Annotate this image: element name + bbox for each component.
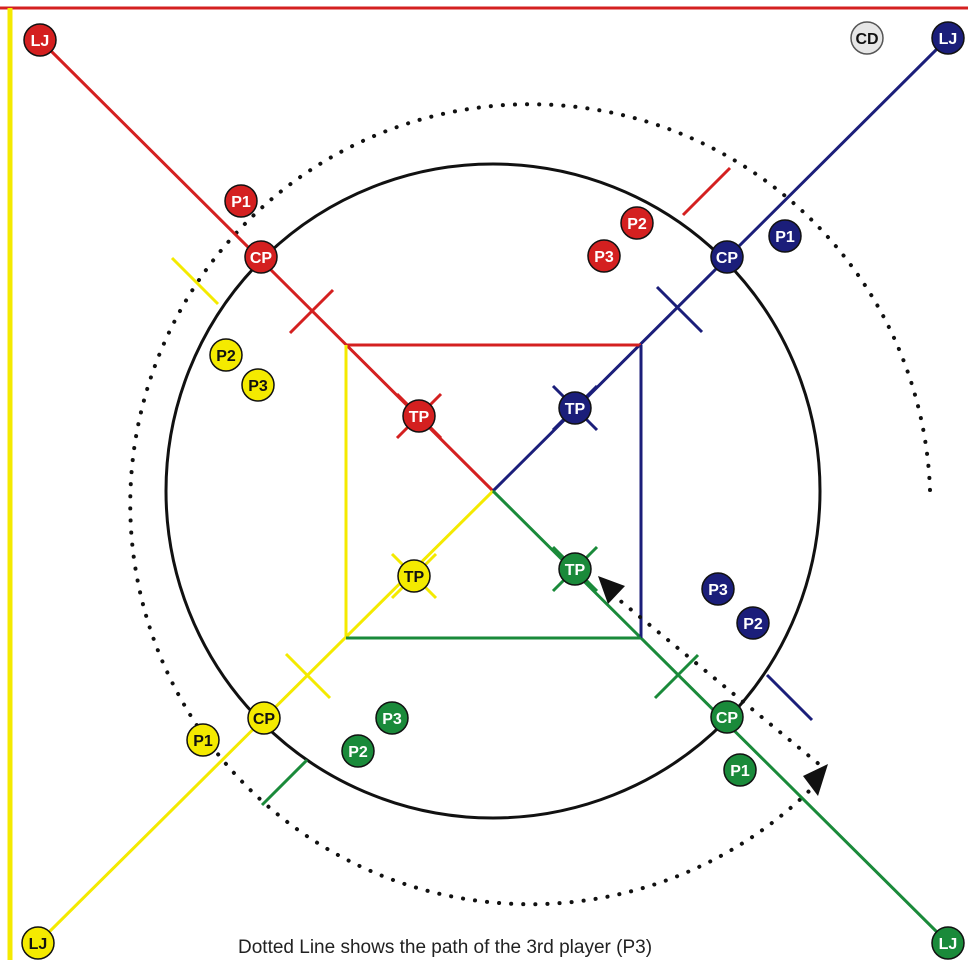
svg-text:CP: CP	[253, 711, 276, 728]
svg-text:TP: TP	[565, 401, 586, 418]
green-lj-token: LJ	[931, 926, 965, 960]
yellow-tp-token: TP	[397, 559, 431, 593]
navy-tick	[655, 285, 704, 334]
svg-text:P1: P1	[730, 763, 750, 780]
svg-text:P2: P2	[216, 348, 236, 365]
red-tick	[288, 288, 335, 335]
yellow-stub	[170, 256, 220, 306]
svg-text:P1: P1	[231, 194, 251, 211]
arrow-head-down-icon	[803, 764, 828, 796]
navy-tp-token: TP	[558, 391, 592, 425]
svg-text:CD: CD	[855, 31, 878, 48]
svg-text:P3: P3	[708, 582, 728, 599]
navy-p3-token: P3	[701, 572, 735, 606]
navy-p1-token: P1	[768, 219, 802, 253]
yellow-cp-token: CP	[247, 701, 281, 735]
yellow-p2-token: P2	[209, 338, 243, 372]
navy-p2-token: P2	[736, 606, 770, 640]
green-p2-token: P2	[341, 734, 375, 768]
svg-text:P3: P3	[594, 249, 614, 266]
svg-text:P2: P2	[348, 744, 368, 761]
red-cp-token: CP	[244, 240, 278, 274]
green-p1-token: P1	[723, 753, 757, 787]
svg-text:P1: P1	[775, 229, 795, 246]
main-circle	[164, 162, 822, 820]
red-tp-token: TP	[402, 399, 436, 433]
red-p1-token: P1	[224, 184, 258, 218]
svg-text:TP: TP	[565, 562, 586, 579]
svg-text:P3: P3	[248, 378, 268, 395]
red-p3-token: P3	[587, 239, 621, 273]
yellow-lj-token: LJ	[21, 926, 55, 960]
svg-text:CP: CP	[716, 250, 739, 267]
svg-text:P1: P1	[193, 733, 213, 750]
navy-lj-token: LJ	[931, 21, 965, 55]
yellow-p3-token: P3	[241, 368, 275, 402]
green-tp-token: TP	[558, 552, 592, 586]
svg-text:TP: TP	[409, 409, 430, 426]
yellow-tick	[284, 652, 332, 700]
arrow-head-up-icon	[598, 576, 625, 604]
outer-dotted-path	[128, 102, 932, 907]
caption-text: Dotted Line shows the path of the 3rd pl…	[238, 937, 652, 958]
red-stub	[681, 166, 732, 217]
svg-text:P3: P3	[382, 711, 402, 728]
green-tick	[653, 653, 700, 700]
navy-stub	[765, 673, 814, 722]
green-stub	[260, 758, 309, 807]
green-p3-token: P3	[375, 701, 409, 735]
yellow-p1-token: P1	[186, 723, 220, 757]
svg-text:CP: CP	[250, 250, 273, 267]
cd-token: CD	[850, 21, 884, 55]
green-cp-token: CP	[710, 700, 744, 734]
navy-cp-token: CP	[710, 240, 744, 274]
svg-text:LJ: LJ	[939, 936, 958, 953]
red-p2-token: P2	[620, 206, 654, 240]
svg-text:P2: P2	[627, 216, 647, 233]
svg-text:P2: P2	[743, 616, 763, 633]
svg-text:LJ: LJ	[29, 936, 48, 953]
svg-text:TP: TP	[404, 569, 425, 586]
p3-dotted-path	[610, 592, 822, 767]
red-lj-token: LJ	[23, 23, 57, 57]
svg-text:LJ: LJ	[31, 33, 50, 50]
svg-text:CP: CP	[716, 710, 739, 727]
svg-text:LJ: LJ	[939, 31, 958, 48]
